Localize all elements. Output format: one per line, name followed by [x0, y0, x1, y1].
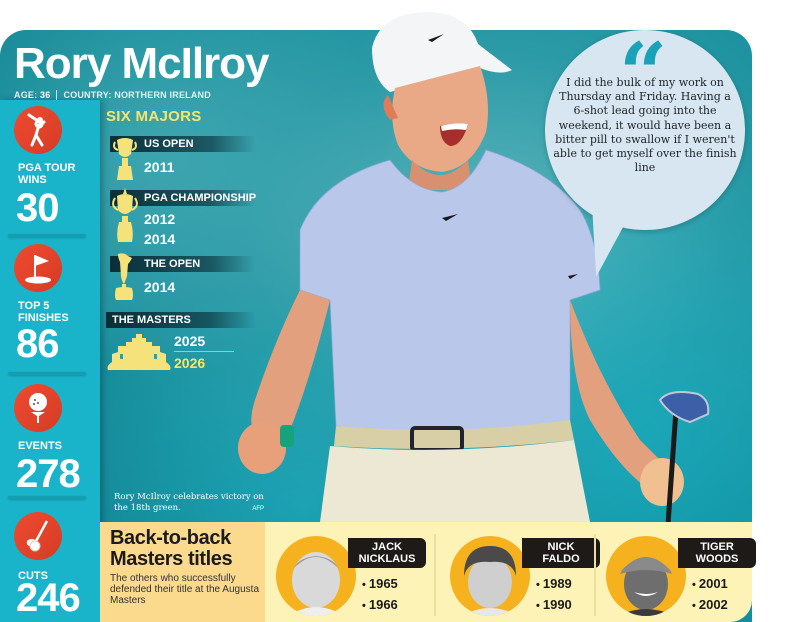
age-value: 36	[40, 90, 51, 100]
player-details: AGE: 36 COUNTRY: NORTHERN IRELAND	[14, 90, 211, 100]
major-name: PGA CHAMPIONSHIP	[144, 192, 257, 204]
champion-name: NICK FALDO	[522, 538, 600, 568]
band-subtitle: The others who successfully defended the…	[110, 573, 259, 606]
augusta-clubhouse-icon	[107, 334, 171, 370]
champion-photo	[450, 536, 530, 616]
stat-value: 86	[16, 322, 59, 366]
country-value: NORTHERN IRELAND	[114, 90, 211, 100]
major-year: 2011	[144, 159, 175, 175]
champion-photo	[606, 536, 686, 616]
champion-first-name: JACK	[372, 541, 402, 553]
major-name: THE OPEN	[144, 258, 201, 270]
us-open-trophy-icon	[113, 138, 137, 180]
major-label-bar	[110, 190, 255, 206]
divider	[8, 496, 86, 499]
champion-year: 2002	[692, 597, 728, 612]
stat-value: 246	[16, 576, 81, 620]
quote-bubble: “ I did the bulk of my work on Thursday …	[545, 30, 745, 230]
champion-year: 1965	[362, 576, 398, 591]
champion-card: TIGER WOODS 2001 2002	[600, 522, 760, 622]
major-label-bar	[110, 256, 255, 272]
stats-sidebar: PGA TOUR WINS 30 TOP 5 FINISHES 86 EVENT…	[0, 100, 100, 622]
flag-on-green-icon	[14, 244, 62, 292]
wanamaker-trophy-icon	[112, 188, 138, 242]
page-title: Rory McIlroy	[14, 39, 270, 88]
divider	[594, 534, 596, 616]
divider	[434, 534, 436, 616]
champion-year: 2001	[692, 576, 728, 591]
claret-jug-icon	[115, 253, 133, 300]
champion-name: JACK NICKLAUS	[348, 538, 426, 568]
divider	[56, 90, 58, 100]
major-year-latest: 2026	[174, 355, 206, 371]
stat-label: PGA TOUR WINS	[18, 162, 76, 186]
champion-years: 1965 1966	[362, 574, 398, 616]
player-photo	[238, 12, 710, 522]
ball-on-tee-icon	[14, 384, 62, 432]
champion-year: 1990	[536, 597, 572, 612]
champion-card: JACK NICKLAUS 1965 1966	[270, 522, 430, 622]
quote-mark-icon: “	[619, 24, 668, 123]
country-label: COUNTRY:	[63, 90, 112, 100]
band-header: Back-to-back Masters titles The others w…	[100, 522, 265, 622]
champion-card: NICK FALDO 1989 1990	[444, 522, 604, 622]
major-label-bar	[110, 136, 255, 152]
major-name: US OPEN	[144, 138, 194, 150]
champion-year: 1966	[362, 597, 398, 612]
age-label: AGE:	[14, 90, 38, 100]
champion-years: 1989 1990	[536, 574, 572, 616]
champion-last-name: FALDO	[542, 553, 580, 565]
club-and-ball-icon	[14, 512, 62, 560]
major-year: 2014	[144, 231, 176, 247]
caption-text: Rory McIlroy celebrates victory on the 1…	[114, 492, 264, 513]
majors-list: SIX MAJORS US OPEN 2011 PGA CHAMPIONSHIP…	[106, 108, 266, 371]
stat-label: CUTS	[18, 570, 48, 582]
photo-credit: AFP	[252, 506, 264, 512]
back-to-back-band: Back-to-back Masters titles The others w…	[100, 522, 756, 622]
quote-text: I did the bulk of my work on Thursday an…	[553, 76, 737, 175]
stat-value: 30	[16, 186, 59, 230]
band-title: Back-to-back Masters titles	[110, 527, 233, 570]
champion-name: TIGER WOODS	[678, 538, 756, 568]
champion-year: 1989	[536, 576, 572, 591]
major-year: 2012	[144, 211, 176, 227]
major-label-bar	[106, 312, 256, 328]
majors-title: SIX MAJORS	[106, 108, 202, 125]
photo-caption: Rory McIlroy celebrates victory on the 1…	[114, 492, 264, 514]
stat-label: EVENTS	[18, 440, 63, 452]
major-year: 2025	[174, 333, 206, 349]
divider	[174, 351, 234, 352]
divider	[8, 234, 86, 237]
champion-first-name: NICK	[547, 541, 575, 553]
champion-first-name: TIGER	[700, 541, 734, 553]
stat-value: 278	[16, 452, 81, 496]
major-name: THE MASTERS	[112, 314, 191, 326]
champion-last-name: NICKLAUS	[358, 553, 416, 565]
champion-last-name: WOODS	[695, 553, 739, 565]
golfer-swing-icon	[14, 106, 62, 154]
stat-label: TOP 5 FINISHES	[18, 300, 69, 324]
divider	[8, 372, 86, 375]
champion-photo	[276, 536, 356, 616]
champion-years: 2001 2002	[692, 574, 728, 616]
major-year: 2014	[144, 279, 176, 295]
